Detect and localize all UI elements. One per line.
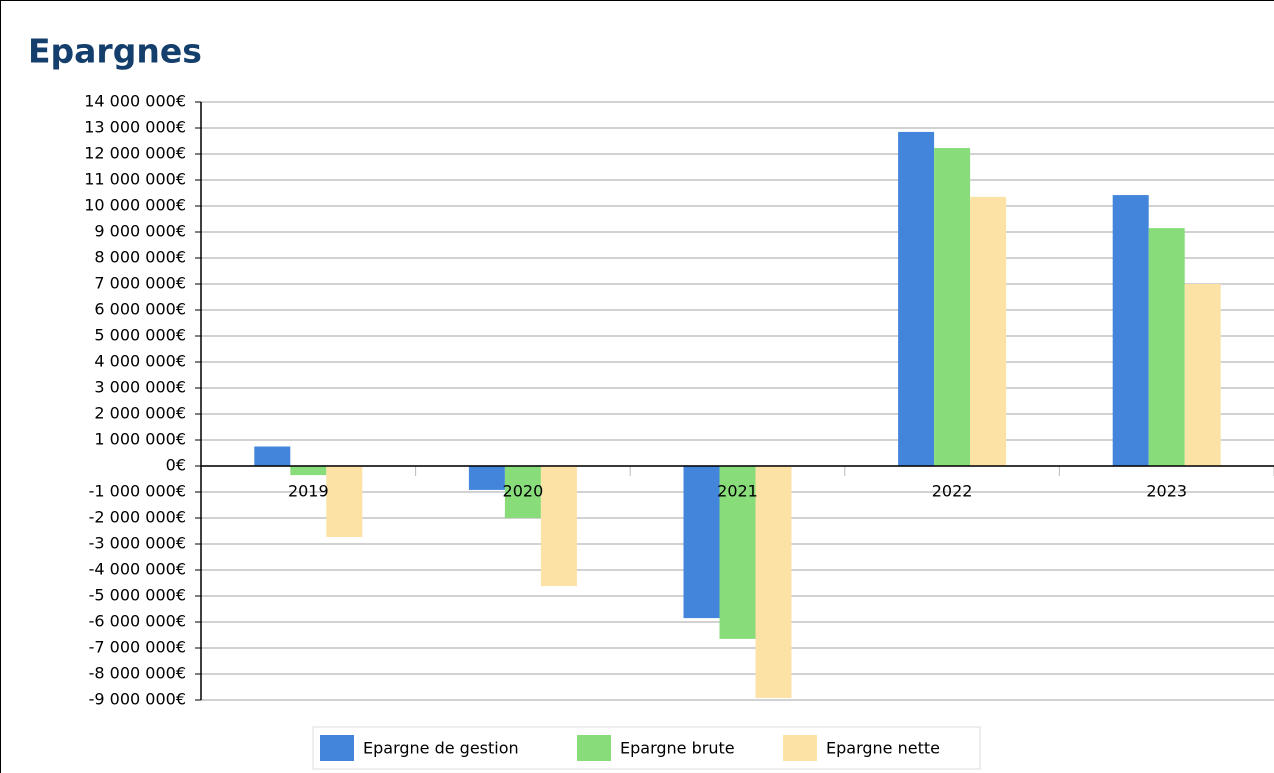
bar xyxy=(326,466,363,537)
legend-swatch xyxy=(577,735,611,761)
bar xyxy=(970,196,1007,466)
y-tick-label: 3 000 000€ xyxy=(94,378,186,397)
legend-swatch xyxy=(783,735,817,761)
y-tick-label: 7 000 000€ xyxy=(94,274,186,293)
y-tick-label: -1 000 000€ xyxy=(89,482,186,501)
y-tick-label: 9 000 000€ xyxy=(94,222,186,241)
y-tick-label: 0€ xyxy=(166,456,186,475)
legend-swatch xyxy=(320,735,354,761)
x-tick-label: 2021 xyxy=(717,482,758,501)
legend-label: Epargne brute xyxy=(620,739,735,758)
bar xyxy=(755,466,792,698)
legend-box xyxy=(312,726,981,770)
bar xyxy=(683,466,720,619)
bar xyxy=(468,466,505,490)
y-tick-label: 1 000 000€ xyxy=(94,430,186,449)
y-tick-label: 11 000 000€ xyxy=(84,170,186,189)
y-tick-label: -4 000 000€ xyxy=(89,560,186,579)
y-tick-label: 12 000 000€ xyxy=(84,144,186,163)
y-tick-label: 13 000 000€ xyxy=(84,118,186,137)
legend-label: Epargne nette xyxy=(826,739,940,758)
chart-title: Epargnes xyxy=(28,32,202,71)
x-tick-label: 2019 xyxy=(288,482,329,501)
y-tick-label: 10 000 000€ xyxy=(84,196,186,215)
y-tick-label: 6 000 000€ xyxy=(94,300,186,319)
y-tick-label: -3 000 000€ xyxy=(89,534,186,553)
y-tick-label: 14 000 000€ xyxy=(84,92,186,111)
y-tick-label: 8 000 000€ xyxy=(94,248,186,267)
bar xyxy=(719,466,756,639)
bar xyxy=(1184,284,1221,466)
x-tick-label: 2022 xyxy=(932,482,973,501)
legend-label: Epargne de gestion xyxy=(363,739,519,758)
y-tick-label: -2 000 000€ xyxy=(89,508,186,527)
y-tick-label: -6 000 000€ xyxy=(89,612,186,631)
y-tick-label: 4 000 000€ xyxy=(94,352,186,371)
y-tick-label: -7 000 000€ xyxy=(89,638,186,657)
x-tick-label: 2023 xyxy=(1146,482,1187,501)
bar xyxy=(1148,228,1185,466)
bar xyxy=(540,466,577,587)
y-tick-label: -9 000 000€ xyxy=(89,690,186,709)
bar xyxy=(934,148,971,466)
bar xyxy=(1112,195,1149,466)
bar xyxy=(898,131,935,466)
bar xyxy=(290,466,327,476)
bar xyxy=(504,466,541,518)
x-tick-label: 2020 xyxy=(503,482,544,501)
bar xyxy=(254,446,291,466)
y-tick-label: 5 000 000€ xyxy=(94,326,186,345)
y-tick-label: 2 000 000€ xyxy=(94,404,186,423)
y-tick-label: -8 000 000€ xyxy=(89,664,186,683)
y-tick-label: -5 000 000€ xyxy=(89,586,186,605)
